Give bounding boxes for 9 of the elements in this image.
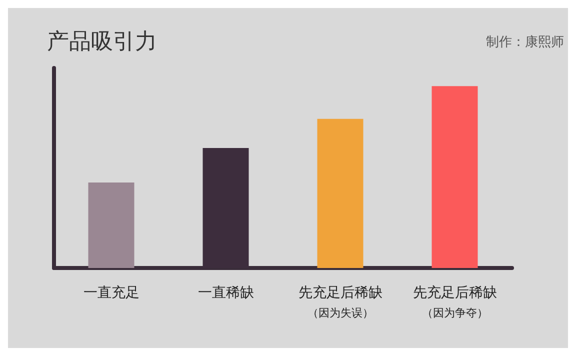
text: 制作：康熙师 [486,35,564,50]
bar [432,86,478,268]
x-tick-label: 先充足后稀缺（因为失误） [298,285,382,320]
x-tick-label: 一直稀缺 [198,285,254,301]
x-tick-label: 先充足后稀缺（因为争夺） [412,285,497,320]
bar [317,118,364,268]
x-tick-label: 一直充足 [83,285,140,301]
chart-title: 产品吸引力 [47,30,157,54]
bar [88,182,134,268]
